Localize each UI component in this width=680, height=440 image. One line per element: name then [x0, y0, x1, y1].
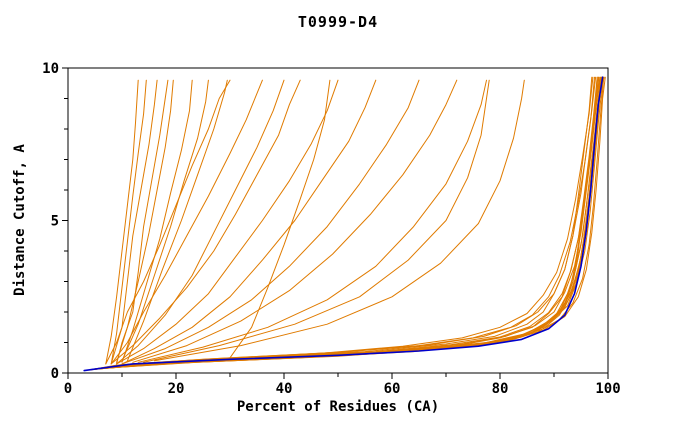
chart-title: T0999-D4 — [297, 13, 379, 31]
model-curve — [89, 76, 595, 371]
model-curve — [121, 79, 420, 365]
model-curve — [105, 79, 231, 365]
model-curve — [132, 79, 458, 363]
y-tick-label: 5 — [51, 214, 59, 230]
x-tick-label: 60 — [384, 381, 401, 397]
model-curve — [116, 79, 169, 365]
model-curve — [126, 79, 228, 362]
model-curve — [229, 79, 331, 359]
model-curve — [89, 76, 597, 371]
model-curve — [94, 76, 602, 370]
x-axis-label: Percent of Residues (CA) — [236, 399, 440, 415]
model-curve — [121, 79, 377, 365]
x-tick-label: 40 — [276, 381, 293, 397]
model-curve — [110, 79, 147, 365]
model-curve — [110, 79, 158, 365]
y-tick-label: 0 — [51, 366, 59, 382]
model-curve — [153, 79, 525, 362]
model-curve — [105, 79, 139, 365]
model-curve — [121, 79, 209, 362]
model-curve — [94, 76, 602, 370]
model-curve — [89, 76, 593, 371]
model-curve — [94, 76, 605, 370]
model-curve — [110, 79, 263, 365]
model-curve — [89, 76, 599, 371]
reference-curve — [83, 76, 604, 372]
model-curve — [116, 79, 339, 365]
model-curve — [110, 79, 301, 365]
model-curve — [89, 76, 594, 371]
model-curve — [116, 79, 285, 365]
model-curve — [143, 79, 490, 363]
y-tick-label: 10 — [42, 61, 59, 77]
x-tick-label: 20 — [168, 381, 185, 397]
x-tick-label: 0 — [64, 381, 72, 397]
x-tick-label: 100 — [595, 381, 620, 397]
x-tick-label: 80 — [492, 381, 509, 397]
model-curve — [137, 79, 487, 363]
model-curve — [121, 79, 193, 363]
model-curve — [116, 79, 174, 363]
